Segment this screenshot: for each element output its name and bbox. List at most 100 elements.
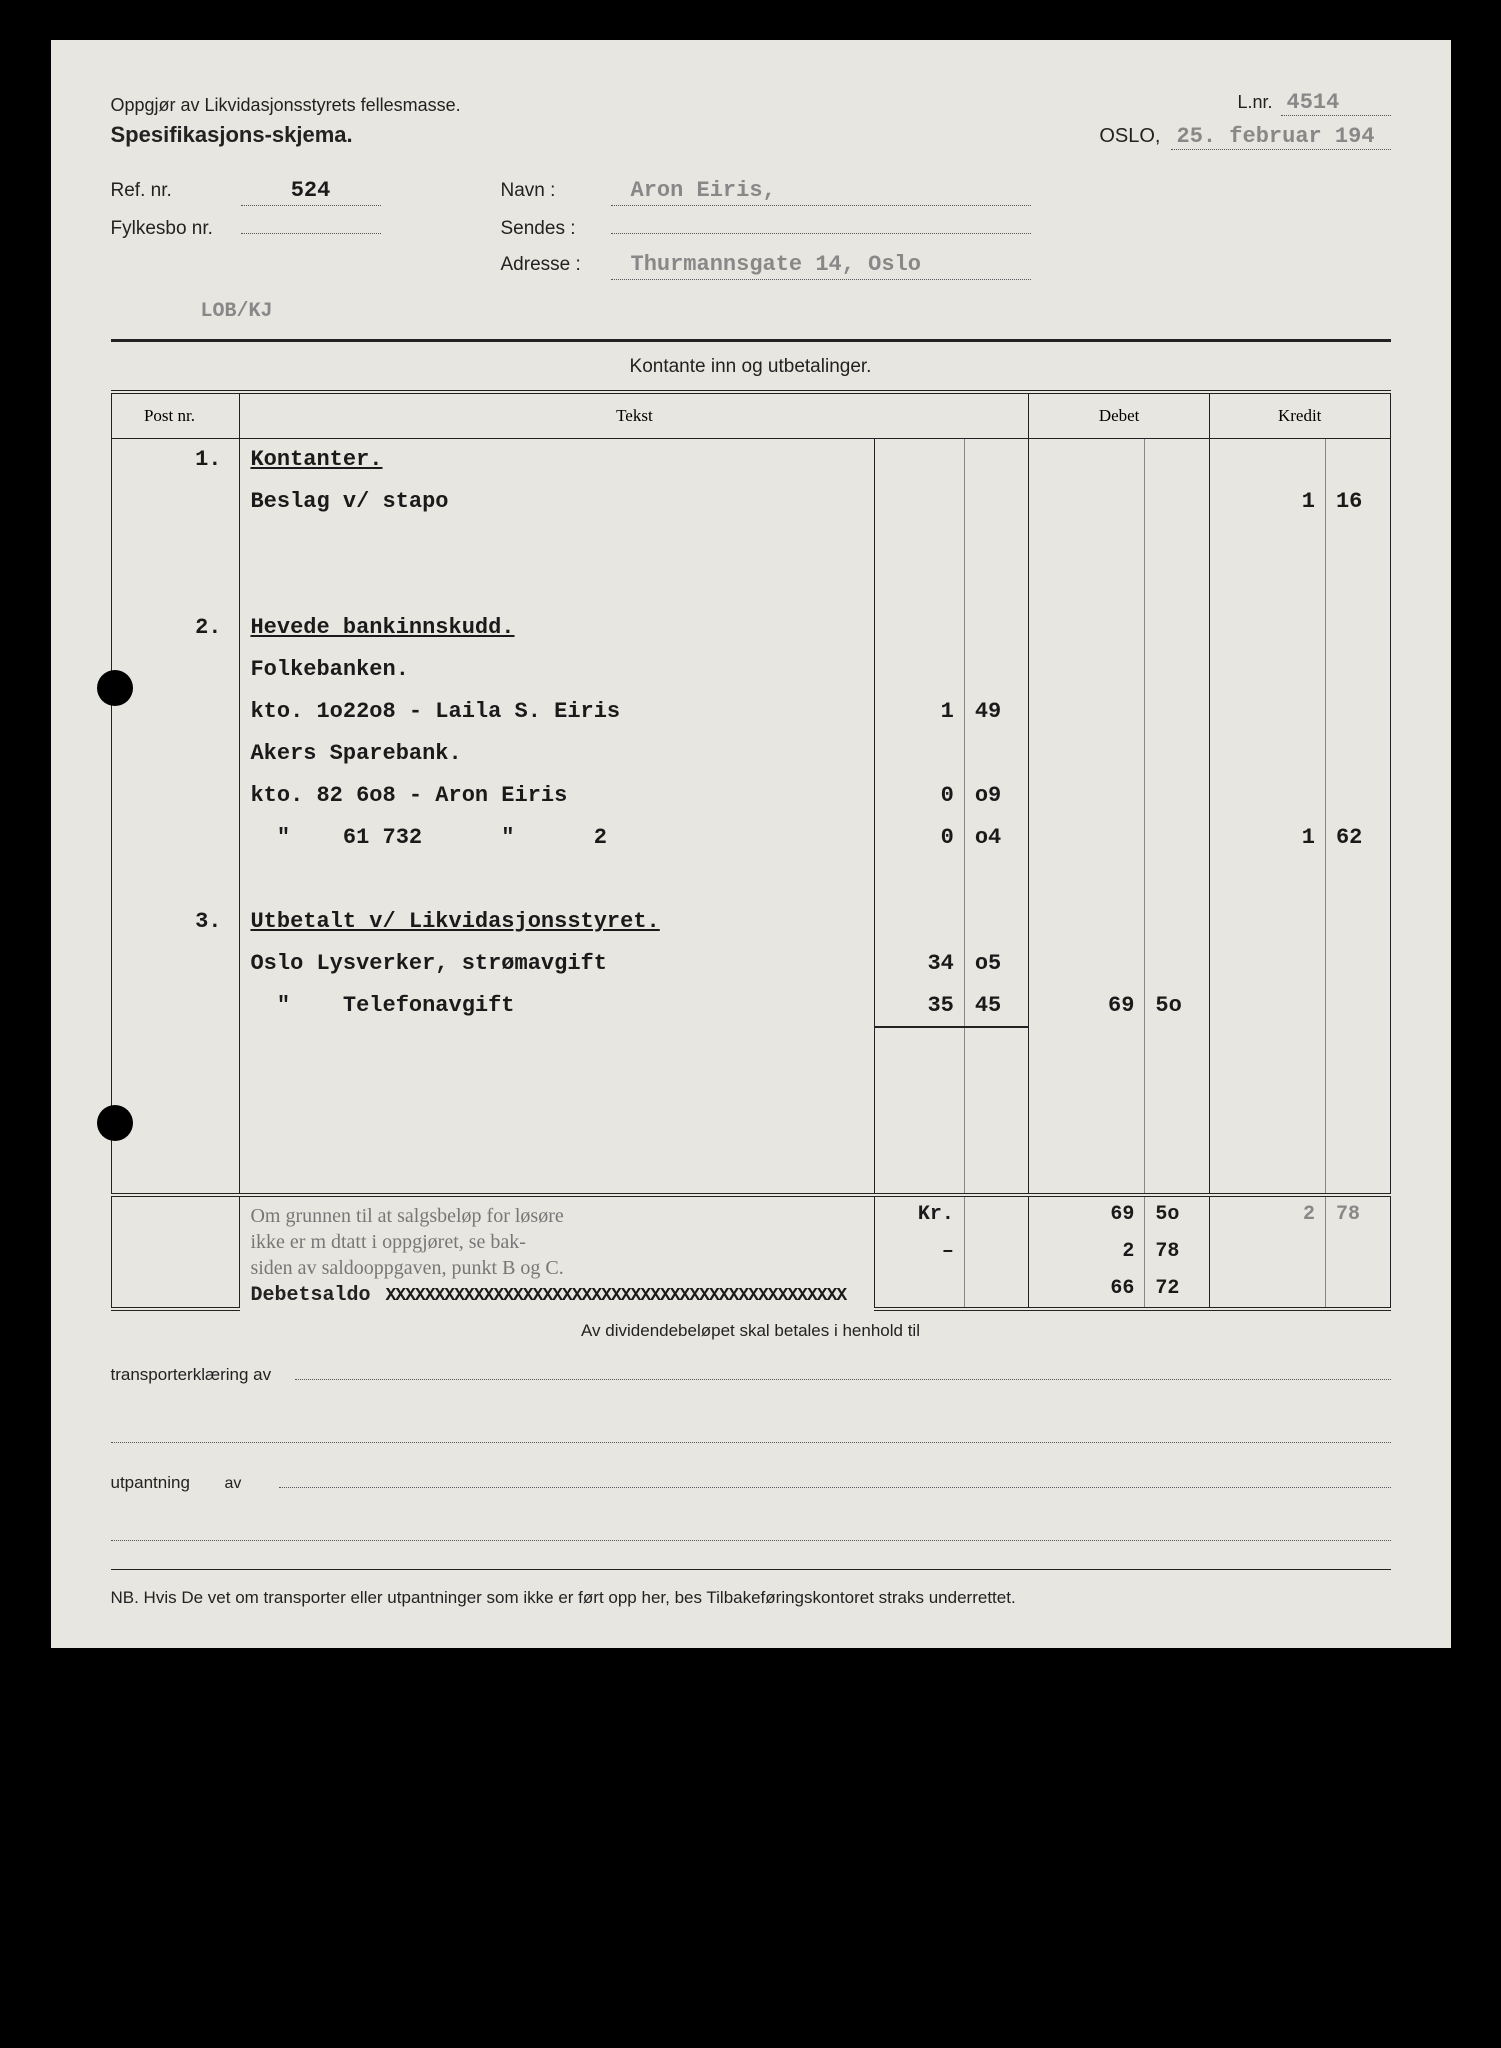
cell: 62 — [1325, 817, 1390, 859]
lnr-label: L.nr. — [1237, 92, 1272, 113]
cell — [874, 1027, 964, 1069]
cell — [1209, 1069, 1325, 1111]
cell: 69 — [1029, 985, 1145, 1027]
cell — [1029, 691, 1145, 733]
note-line: ikke er m dtatt i oppgjøret, se bak- — [250, 1231, 525, 1253]
signature-line — [111, 1425, 1391, 1443]
cell — [1029, 1153, 1145, 1195]
cell: 1 — [1209, 817, 1325, 859]
table-row: " Telefonavgift3545695o — [111, 985, 1390, 1027]
sendes-label: Sendes : — [501, 218, 611, 240]
signature-line — [279, 1471, 1391, 1489]
cell — [1145, 901, 1209, 943]
saldo-debet-kr: 66 — [1029, 1271, 1145, 1309]
cell: o5 — [964, 943, 1028, 985]
cell — [964, 1027, 1028, 1069]
cell — [240, 523, 874, 565]
note-line: siden av saldooppgaven, punkt B og C. — [250, 1257, 563, 1279]
table-header-row: Post nr. Tekst Debet Kredit — [111, 392, 1390, 439]
signature-line — [295, 1363, 1391, 1381]
adresse-value: Thurmannsgate 14, Oslo — [611, 252, 1031, 280]
saldo-debet-ore: 72 — [1145, 1271, 1209, 1309]
cell — [1029, 1111, 1145, 1153]
cell — [874, 859, 964, 901]
ref-value: 524 — [241, 178, 381, 206]
signature-line — [111, 1523, 1391, 1541]
utpantning-label: utpantning — [111, 1473, 211, 1493]
cell — [1325, 1111, 1390, 1153]
cell: 45 — [964, 985, 1028, 1027]
cell — [111, 817, 240, 859]
r2-debet-ore: 78 — [1145, 1233, 1209, 1271]
cell — [964, 733, 1028, 775]
table-row: Akers Sparebank. — [111, 733, 1390, 775]
kr-label: Kr. — [874, 1195, 964, 1233]
table-row — [111, 1027, 1390, 1069]
punch-hole — [97, 670, 133, 706]
cell — [874, 565, 964, 607]
total-debet-ore: 5o — [1145, 1195, 1209, 1233]
cell — [1209, 859, 1325, 901]
cell — [1029, 1027, 1145, 1069]
cell: 34 — [874, 943, 964, 985]
table-row: kto. 82 6o8 - Aron Eiris0o9 — [111, 775, 1390, 817]
cell — [1209, 565, 1325, 607]
cell — [964, 649, 1028, 691]
dash: – — [874, 1233, 964, 1271]
col-tekst: Tekst — [240, 392, 1029, 439]
cell — [1209, 439, 1325, 481]
av-label: av — [225, 1475, 265, 1493]
navn-label: Navn : — [501, 180, 611, 202]
cell — [1325, 985, 1390, 1027]
cell — [1209, 1111, 1325, 1153]
cell — [1325, 859, 1390, 901]
fylkesbo-label: Fylkesbo nr. — [111, 218, 241, 240]
cell: 5o — [1145, 985, 1209, 1027]
cell — [1029, 523, 1145, 565]
cell — [1209, 691, 1325, 733]
cell — [964, 1111, 1028, 1153]
ledger-table: Post nr. Tekst Debet Kredit 1.Kontanter.… — [111, 390, 1391, 1311]
cell — [1145, 565, 1209, 607]
cell — [1209, 607, 1325, 649]
cell — [1209, 775, 1325, 817]
table-row: " 61 732 " 20o4162 — [111, 817, 1390, 859]
cell — [1145, 1111, 1209, 1153]
cell — [111, 523, 240, 565]
cell — [1029, 775, 1145, 817]
cell — [1145, 607, 1209, 649]
cell — [1325, 901, 1390, 943]
cell: 3. — [111, 901, 240, 943]
cell — [964, 523, 1028, 565]
cell — [1029, 649, 1145, 691]
cell: Utbetalt v/ Likvidasjonsstyret. — [240, 901, 874, 943]
table-row: 1.Kontanter. — [111, 439, 1390, 481]
cell — [1029, 733, 1145, 775]
cell — [1145, 859, 1209, 901]
cell — [1209, 523, 1325, 565]
cell — [1145, 523, 1209, 565]
cell — [874, 649, 964, 691]
cell — [1145, 439, 1209, 481]
oslo-label: OSLO, — [1099, 125, 1160, 148]
cell — [964, 607, 1028, 649]
cell — [111, 1027, 240, 1069]
debetsaldo-label: Debetsaldo — [250, 1284, 370, 1307]
cell — [1029, 607, 1145, 649]
cell — [874, 523, 964, 565]
cell — [240, 565, 874, 607]
cell — [1209, 943, 1325, 985]
cell — [1029, 565, 1145, 607]
cell — [111, 733, 240, 775]
cell — [1029, 481, 1145, 523]
cell — [1145, 649, 1209, 691]
cell — [874, 481, 964, 523]
cell — [964, 1069, 1028, 1111]
cell: " Telefonavgift — [240, 985, 874, 1027]
table-row: 2.Hevede bankinnskudd. — [111, 607, 1390, 649]
cell — [1145, 691, 1209, 733]
cell — [1029, 943, 1145, 985]
cell: 1 — [874, 691, 964, 733]
cell — [111, 565, 240, 607]
cell — [1145, 481, 1209, 523]
